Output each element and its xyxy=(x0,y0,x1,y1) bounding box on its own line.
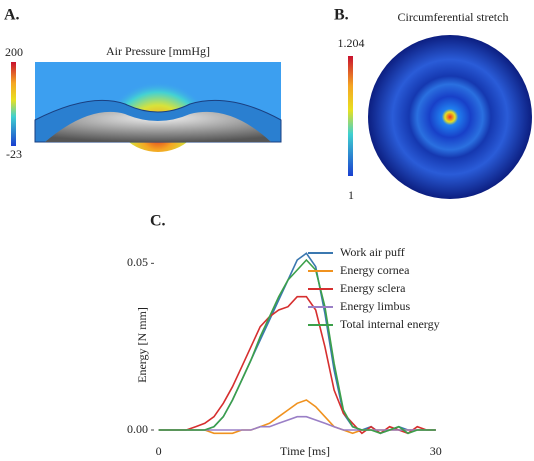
colorbar xyxy=(348,56,353,176)
eye-body xyxy=(45,111,271,142)
panel-title: Circumferential stretch xyxy=(398,10,509,24)
legend-label: Total internal energy xyxy=(340,317,440,331)
panel-title: Air Pressure [mmHg] xyxy=(106,44,210,58)
colorbar xyxy=(11,62,16,146)
legend-label: Energy sclera xyxy=(340,281,406,295)
panel-label: B. xyxy=(334,7,349,24)
colorbar-label: 200 xyxy=(5,45,23,59)
series-line xyxy=(158,258,436,435)
legend-label: Energy cornea xyxy=(340,263,410,277)
colorbar-label: -23 xyxy=(6,147,22,161)
legend-label: Work air puff xyxy=(340,245,405,259)
plot: 0.00 0.05 0 30 Work air puff Energy cornea Ene… xyxy=(127,245,442,458)
series-line xyxy=(158,295,436,435)
x-tick-label: 30 xyxy=(430,444,442,458)
colorbar-label: 1 xyxy=(348,188,354,202)
legend-label: Energy limbus xyxy=(340,299,410,313)
y-tick-label: 0.00 xyxy=(127,422,148,436)
colorbar-label: 1.204 xyxy=(338,36,365,50)
stretch-map xyxy=(368,35,532,199)
panel-label: A. xyxy=(4,7,20,24)
panel-label: C. xyxy=(150,213,166,230)
x-axis-label: Time [ms] xyxy=(280,444,330,458)
y-tick-label: 0.05 xyxy=(127,255,148,269)
y-axis-label: Energy [N mm] xyxy=(135,307,149,383)
x-tick-label: 0 xyxy=(156,444,162,458)
